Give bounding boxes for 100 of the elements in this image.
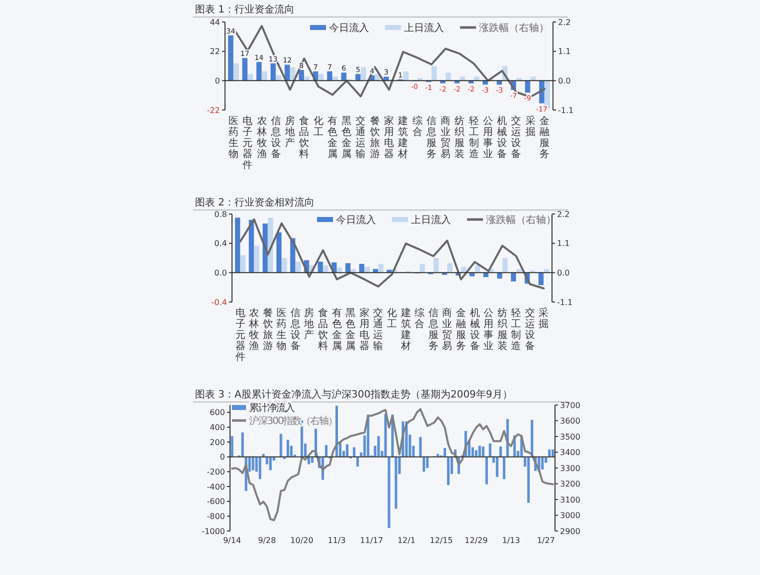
y2-tick-label: -1.1 — [557, 298, 573, 307]
x-tick-label: 9/28 — [258, 536, 276, 545]
x-tick-label: 公用事业 — [482, 115, 493, 160]
x-tick-label: 金融服务 — [456, 307, 466, 352]
x-tick-label: 采掘 — [525, 115, 536, 138]
y2-tick-label: 1.1 — [558, 47, 571, 56]
y-tick-label: -400 — [206, 482, 225, 492]
x-tick-label: 10/20 — [290, 536, 314, 545]
y-tick-label: 600 — [210, 408, 225, 418]
y-tick-label: 22 — [210, 47, 220, 56]
x-tick-label: 机械设备 — [470, 307, 480, 352]
x-tick-label: 商业贸易 — [442, 307, 452, 352]
y2-tick-label: 1.1 — [557, 239, 570, 248]
y-tick-label: 200 — [210, 438, 225, 447]
x-tick-label: 公用事业 — [484, 307, 494, 352]
x-tick-label: 电子元器件 — [235, 307, 246, 363]
legend-label: 上日流入 — [404, 22, 444, 34]
y2-tick-label: 2.2 — [557, 210, 570, 219]
x-tick-label: 商业贸易 — [440, 115, 451, 160]
y2-tick-label: 3000 — [560, 511, 580, 520]
y2-tick-label: 3400 — [560, 448, 580, 458]
x-tick-label: 医药生物 — [228, 116, 238, 160]
x-tick-label: 综合 — [412, 115, 422, 138]
x-tick-label: 信息服务 — [425, 115, 436, 160]
y2-tick-label: -1.1 — [558, 106, 574, 115]
x-tick-label: 有色金属 — [332, 307, 342, 352]
x-tick-label: 信息服务 — [427, 307, 438, 352]
legend-label: 涨跌幅（右轴） — [479, 22, 549, 34]
y-tick-label: 44 — [210, 18, 220, 27]
x-tick-label: 房地产 — [303, 307, 314, 341]
x-tick-label: 交运设备 — [524, 307, 535, 352]
x-tick-label: 食品饮料 — [298, 115, 310, 160]
x-tick-label: 家用电器 — [384, 115, 394, 160]
x-tick-label: 电子元器件 — [242, 115, 253, 171]
x-tick-label: 纺织服装 — [454, 115, 465, 160]
x-tick-label: 轻工制造 — [511, 307, 522, 352]
x-tick-label: 1/27 — [536, 536, 555, 545]
x-tick-label: 综合 — [414, 307, 425, 330]
y2-tick-label: 3100 — [560, 495, 580, 504]
y-tick-label: -0.4 — [211, 298, 227, 307]
y2-tick-label: 0.0 — [557, 268, 570, 278]
y-tick-label: -200 — [206, 468, 225, 477]
x-tick-label: 交运设备 — [511, 115, 522, 160]
x-tick-label: 12/29 — [464, 536, 488, 545]
x-tick-label: 家用电器 — [359, 307, 370, 352]
y-tick-label: -1000 — [202, 526, 225, 536]
x-tick-label: 医药生物 — [276, 308, 287, 352]
y-tick-label: 0 — [220, 452, 225, 462]
y2-tick-label: 3700 — [560, 400, 580, 410]
chart-title: 图表 3：A股累计资金净流入与沪深300指数走势（基期为2009年9月） — [195, 388, 512, 401]
legend-label: 今日流入 — [329, 22, 369, 34]
y-tick-label: 400 — [210, 423, 225, 432]
y2-tick-label: 3300 — [560, 464, 580, 473]
chart-title: 图表 2：行业资金相对流向 — [195, 196, 315, 209]
x-tick-label: 12/1 — [397, 536, 416, 545]
legend-label: 累计净流入 — [249, 402, 295, 414]
x-tick-label: 采掘 — [538, 307, 549, 330]
y2-tick-label: 3500 — [560, 432, 580, 442]
y2-tick-label: 0.0 — [558, 76, 571, 86]
legend-label: 涨跌幅（右轴） — [486, 214, 556, 226]
y2-tick-label: 2900 — [560, 526, 580, 536]
chart-title: 图表 1：行业资金流向 — [195, 4, 295, 16]
x-tick-label: 黑色金属 — [346, 308, 356, 352]
x-tick-label: 农林牧渔 — [256, 116, 267, 160]
x-tick-label: 建筑建材 — [397, 115, 408, 160]
x-tick-label: 11/17 — [360, 536, 384, 545]
x-tick-label: 农林牧渔 — [248, 308, 260, 352]
y-tick-label: 0.0 — [214, 268, 227, 278]
x-tick-label: 建筑建材 — [400, 307, 411, 352]
y-tick-label: 0.4 — [214, 239, 227, 248]
x-tick-label: 11/3 — [328, 536, 346, 545]
x-tick-label: 化工 — [387, 307, 397, 330]
x-tick-label: 纺织服装 — [497, 307, 508, 352]
y-tick-label: -22 — [206, 106, 220, 115]
x-tick-label: 黑色金属 — [342, 116, 352, 160]
x-tick-label: 机械设备 — [497, 115, 508, 160]
y2-tick-label: 3600 — [560, 416, 580, 426]
x-tick-label: 信息设备 — [289, 307, 300, 352]
y2-tick-label: 3200 — [560, 480, 580, 489]
y-tick-label: 0.8 — [214, 210, 227, 219]
y-tick-label: 0 — [214, 76, 220, 86]
x-tick-label: 房地产 — [284, 115, 296, 149]
x-tick-label: 12/15 — [430, 536, 453, 545]
y-tick-label: -600 — [206, 497, 225, 506]
x-tick-label: 交通运输 — [356, 115, 366, 160]
legend-label: 今日流入 — [336, 214, 376, 226]
x-tick-label: 食品饮料 — [317, 307, 328, 352]
x-tick-label: 轻工制造 — [468, 115, 479, 160]
x-tick-label: 有色金属 — [327, 115, 338, 160]
x-tick-label: 1/13 — [502, 536, 520, 545]
x-tick-label: 交通运输 — [373, 307, 384, 352]
x-tick-label: 化工 — [313, 115, 324, 138]
y2-tick-label: 2.2 — [558, 18, 571, 27]
x-tick-label: 9/14 — [223, 536, 242, 545]
legend-label: 上日流入 — [411, 214, 451, 226]
y-tick-label: -800 — [206, 512, 225, 521]
x-tick-label: 餐饮旅游 — [262, 307, 273, 352]
x-tick-label: 餐饮旅游 — [368, 115, 380, 160]
x-tick-label: 信息设备 — [270, 115, 281, 160]
x-tick-label: 金融服务 — [540, 115, 550, 160]
